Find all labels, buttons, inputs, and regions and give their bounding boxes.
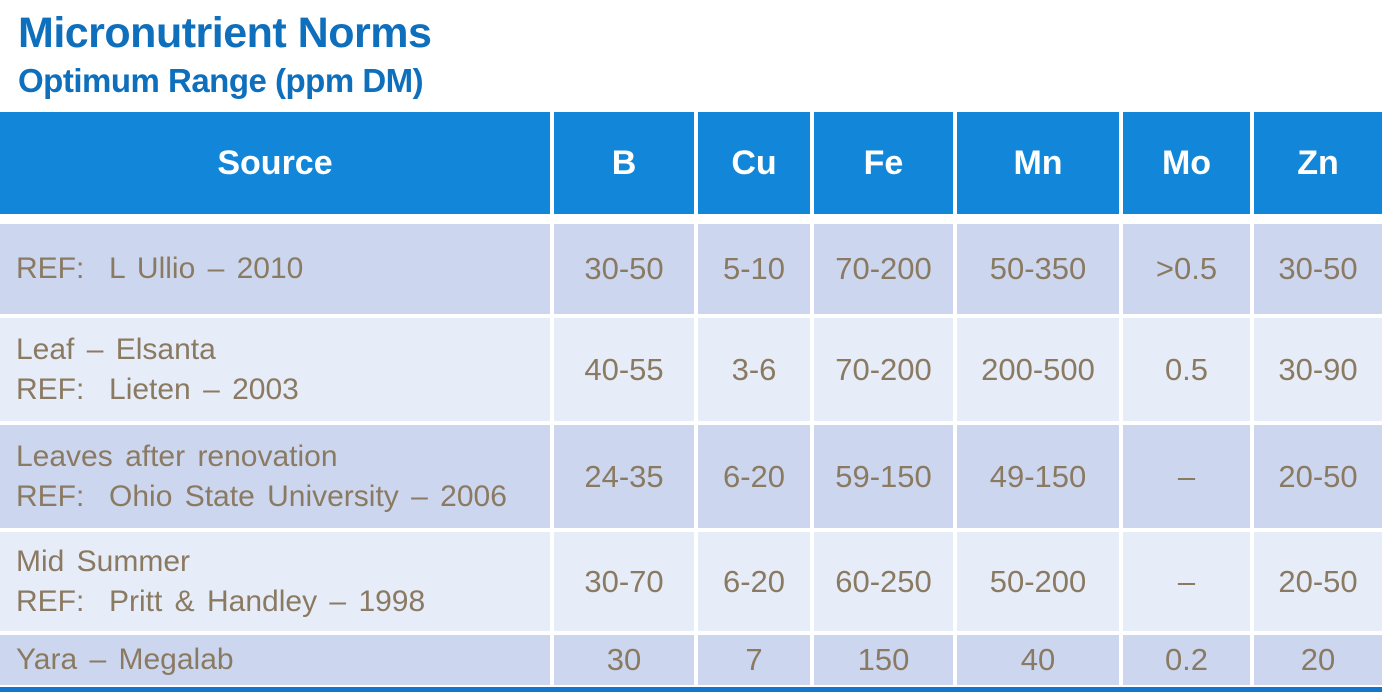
value-cell-mn: 50-350	[957, 224, 1123, 318]
value-cell-zn: 20-50	[1254, 532, 1382, 635]
value-cell-cu: 5-10	[698, 224, 814, 318]
source-line: Leaf – Elsanta	[16, 332, 216, 366]
col-header-b: B	[554, 112, 698, 224]
value-cell-b: 30-70	[554, 532, 698, 635]
table-row: REF: L Ullio – 2010 30-50 5-10 70-200 50…	[0, 224, 1382, 318]
source-line: Mid Summer	[16, 544, 191, 578]
value-cell-cu: 7	[698, 635, 814, 687]
source-line: Yara – Megalab	[16, 643, 234, 676]
value-cell-mo: –	[1123, 532, 1254, 635]
value-cell-fe: 70-200	[814, 224, 957, 318]
table-row: Yara – Megalab 30 7 150 40 0.2 20	[0, 635, 1382, 687]
col-header-mo: Mo	[1123, 112, 1254, 224]
col-header-zn: Zn	[1254, 112, 1382, 224]
source-line: REF: Pritt & Handley – 1998	[16, 584, 426, 618]
table-row: Mid Summer REF: Pritt & Handley – 1998 3…	[0, 532, 1382, 635]
source-cell: Leaves after renovation REF: Ohio State …	[0, 425, 554, 532]
value-cell-mn: 40	[957, 635, 1123, 687]
value-cell-cu: 6-20	[698, 425, 814, 532]
source-cell: Leaf – Elsanta REF: Lieten – 2003	[0, 318, 554, 425]
col-header-fe: Fe	[814, 112, 957, 224]
value-cell-cu: 6-20	[698, 532, 814, 635]
source-cell: REF: L Ullio – 2010	[0, 224, 554, 318]
page-subtitle: Optimum Range (ppm DM)	[18, 62, 424, 99]
value-cell-mn: 49-150	[957, 425, 1123, 532]
value-cell-b: 30-50	[554, 224, 698, 318]
value-cell-mo: 0.5	[1123, 318, 1254, 425]
micronutrient-norms-table: Source B Cu Fe Mn Mo Zn REF: L Ullio – 2…	[0, 112, 1382, 687]
source-line: REF: Ohio State University – 2006	[16, 479, 507, 513]
value-cell-mn: 50-200	[957, 532, 1123, 635]
value-cell-mo: 0.2	[1123, 635, 1254, 687]
value-cell-fe: 60-250	[814, 532, 957, 635]
table-bottom-border	[0, 687, 1382, 692]
source-line: REF: L Ullio – 2010	[16, 252, 304, 285]
page-title: Micronutrient Norms	[18, 9, 432, 57]
table-row: Leaves after renovation REF: Ohio State …	[0, 425, 1382, 532]
value-cell-fe: 150	[814, 635, 957, 687]
col-header-cu: Cu	[698, 112, 814, 224]
source-cell: Yara – Megalab	[0, 635, 554, 687]
value-cell-b: 40-55	[554, 318, 698, 425]
col-header-source: Source	[0, 112, 554, 224]
value-cell-cu: 3-6	[698, 318, 814, 425]
table-row: Leaf – Elsanta REF: Lieten – 2003 40-55 …	[0, 318, 1382, 425]
source-line: Leaves after renovation	[16, 439, 338, 473]
title-block: Micronutrient Norms Optimum Range (ppm D…	[0, 0, 1382, 112]
col-header-mn: Mn	[957, 112, 1123, 224]
value-cell-zn: 30-90	[1254, 318, 1382, 425]
value-cell-b: 24-35	[554, 425, 698, 532]
value-cell-fe: 59-150	[814, 425, 957, 532]
value-cell-mn: 200-500	[957, 318, 1123, 425]
value-cell-zn: 30-50	[1254, 224, 1382, 318]
source-line: REF: Lieten – 2003	[16, 372, 299, 406]
value-cell-zn: 20	[1254, 635, 1382, 687]
source-cell: Mid Summer REF: Pritt & Handley – 1998	[0, 532, 554, 635]
header-row: Source B Cu Fe Mn Mo Zn	[0, 112, 1382, 224]
value-cell-zn: 20-50	[1254, 425, 1382, 532]
value-cell-mo: –	[1123, 425, 1254, 532]
value-cell-b: 30	[554, 635, 698, 687]
value-cell-fe: 70-200	[814, 318, 957, 425]
value-cell-mo: >0.5	[1123, 224, 1254, 318]
